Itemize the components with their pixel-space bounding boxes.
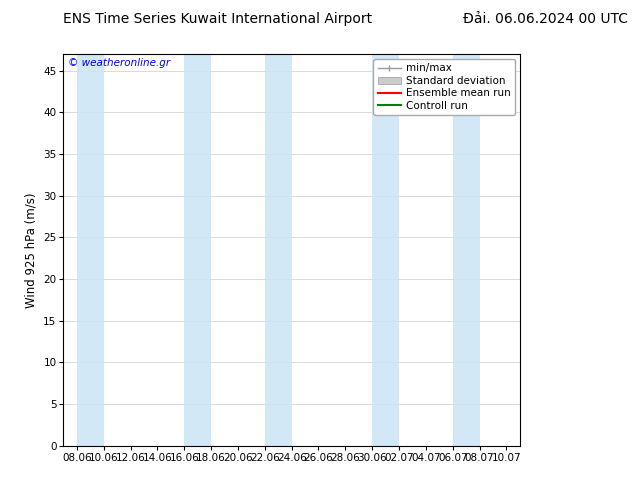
Bar <box>184 54 211 446</box>
Bar <box>77 54 104 446</box>
Bar <box>372 54 399 446</box>
Text: ENS Time Series Kuwait International Airport: ENS Time Series Kuwait International Air… <box>63 12 373 26</box>
Y-axis label: Wind 925 hPa (m/s): Wind 925 hPa (m/s) <box>25 192 37 308</box>
Bar <box>453 54 479 446</box>
Text: © weatheronline.gr: © weatheronline.gr <box>68 58 170 68</box>
Bar <box>265 54 292 446</box>
Legend: min/max, Standard deviation, Ensemble mean run, Controll run: min/max, Standard deviation, Ensemble me… <box>373 59 515 115</box>
Text: Đải. 06.06.2024 00 UTC: Đải. 06.06.2024 00 UTC <box>463 12 628 26</box>
